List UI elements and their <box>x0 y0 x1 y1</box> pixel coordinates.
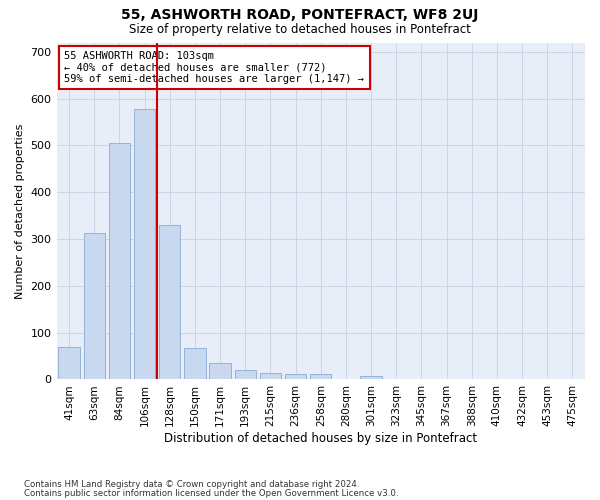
Text: Size of property relative to detached houses in Pontefract: Size of property relative to detached ho… <box>129 22 471 36</box>
Bar <box>285 374 307 380</box>
Bar <box>310 374 331 380</box>
Y-axis label: Number of detached properties: Number of detached properties <box>15 124 25 298</box>
Bar <box>83 234 105 380</box>
Bar <box>260 374 281 380</box>
Bar <box>184 348 206 380</box>
Text: 55 ASHWORTH ROAD: 103sqm
← 40% of detached houses are smaller (772)
59% of semi-: 55 ASHWORTH ROAD: 103sqm ← 40% of detach… <box>64 51 364 84</box>
Text: 55, ASHWORTH ROAD, PONTEFRACT, WF8 2UJ: 55, ASHWORTH ROAD, PONTEFRACT, WF8 2UJ <box>121 8 479 22</box>
Bar <box>58 346 80 380</box>
Text: Contains HM Land Registry data © Crown copyright and database right 2024.: Contains HM Land Registry data © Crown c… <box>24 480 359 489</box>
Bar <box>209 362 231 380</box>
Bar <box>235 370 256 380</box>
Bar <box>109 143 130 380</box>
Text: Contains public sector information licensed under the Open Government Licence v3: Contains public sector information licen… <box>24 489 398 498</box>
Bar <box>134 109 155 380</box>
Bar <box>361 376 382 380</box>
Bar <box>159 225 181 380</box>
X-axis label: Distribution of detached houses by size in Pontefract: Distribution of detached houses by size … <box>164 432 478 445</box>
